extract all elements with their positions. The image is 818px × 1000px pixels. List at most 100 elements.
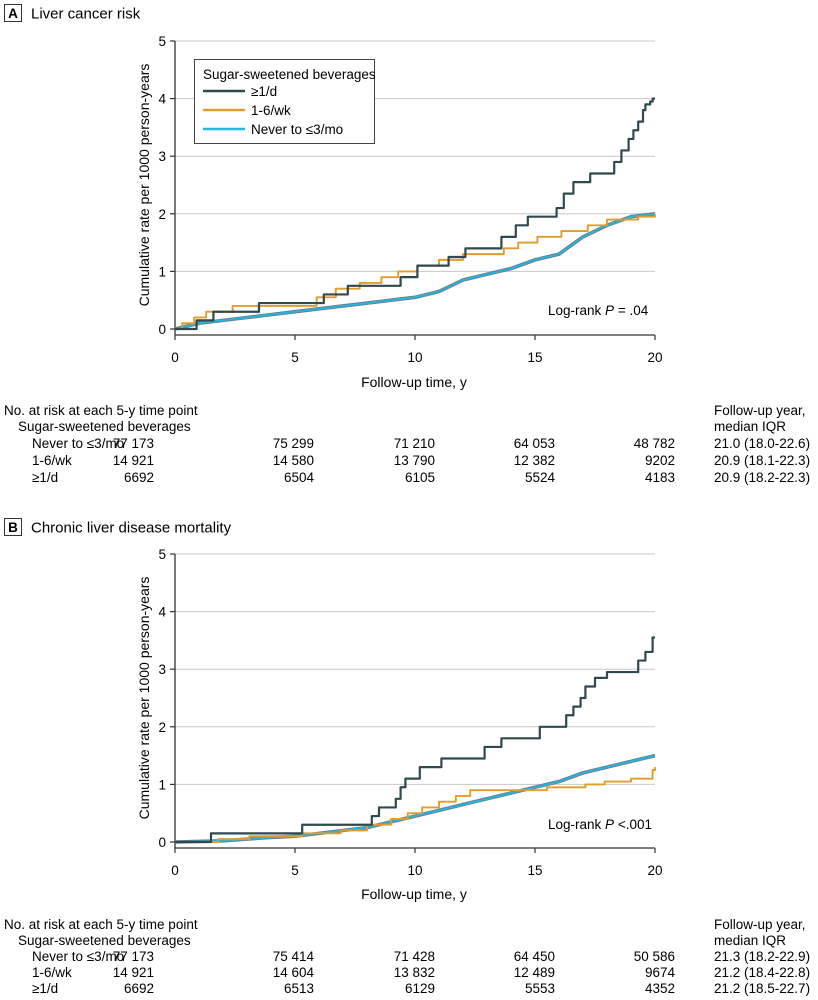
- logrank-prefix: Log-rank: [548, 817, 605, 832]
- risk-cell: 12 489: [514, 965, 555, 980]
- legend-label-never: Never to ≤3/mo: [251, 122, 343, 137]
- risk-cell: 6692: [124, 470, 154, 485]
- risk-followup: 20.9 (18.2-22.3): [714, 470, 810, 485]
- risk-table-b: No. at risk at each 5-y time point Sugar…: [4, 917, 810, 996]
- risk-cell: 71 210: [394, 436, 435, 451]
- logrank-prefix: Log-rank: [548, 303, 605, 318]
- risk-cell: 4352: [645, 981, 675, 996]
- risk-row: 1-6/wk 14 921 14 580 13 790 12 382 9202 …: [32, 453, 810, 468]
- risk-cell: 6129: [405, 981, 435, 996]
- x-tick-label: 15: [527, 863, 542, 878]
- risk-table-b-followup-header: Follow-up year,: [714, 917, 806, 932]
- y-tick-label: 4: [158, 92, 166, 107]
- x-tick-label: 0: [171, 350, 179, 365]
- risk-cell: 48 782: [634, 436, 675, 451]
- series-never-line: [174, 212, 656, 330]
- risk-cell: 6105: [405, 470, 435, 485]
- plot-b-y-axis-label: Cumulative rate per 1000 person-years: [136, 577, 152, 820]
- legend-label-daily: ≥1/d: [251, 84, 277, 99]
- logrank-p: P: [605, 303, 614, 318]
- risk-row: Never to ≤3/mo 77 173 75 414 71 428 64 4…: [32, 949, 810, 964]
- risk-table-a-followup-subheader: median IQR: [714, 419, 786, 434]
- risk-cell: 71 428: [394, 949, 435, 964]
- risk-followup: 21.0 (18.0-22.6): [714, 436, 810, 451]
- risk-cell: 64 450: [514, 949, 555, 964]
- risk-cell: 6504: [284, 470, 315, 485]
- risk-cell: 5553: [525, 981, 555, 996]
- risk-cell: 12 382: [514, 453, 555, 468]
- plot-a-logrank: Log-rank P = .04: [548, 303, 649, 318]
- risk-cell: 4183: [645, 470, 675, 485]
- panel-b: B Chronic liver disease mortality 0 1 2 3 4 5…: [4, 518, 810, 996]
- plot-a-area: 0 1 2 3 4 5 0 5 10 15 20: [158, 34, 662, 365]
- logrank-value: = .04: [614, 303, 649, 318]
- risk-table-b-subheader: Sugar-sweetened beverages: [18, 933, 191, 948]
- risk-cell: 13 832: [394, 965, 435, 980]
- risk-row: 1-6/wk 14 921 14 604 13 832 12 489 9674 …: [32, 965, 810, 980]
- series-never-line: [174, 754, 656, 843]
- legend-label-weekly: 1-6/wk: [251, 103, 291, 118]
- series-daily-line: [175, 636, 655, 844]
- x-tick-label: 20: [647, 863, 662, 878]
- risk-followup: 20.9 (18.1-22.3): [714, 453, 810, 468]
- risk-cell: 50 586: [634, 949, 675, 964]
- plot-a-series: [174, 97, 656, 331]
- panel-a-label-box: [4, 4, 22, 22]
- risk-cell: 77 173: [113, 436, 154, 451]
- y-tick-label: 5: [158, 547, 166, 562]
- risk-cell: 6692: [124, 981, 154, 996]
- plot-b-series: [174, 636, 656, 844]
- risk-row-label: 1-6/wk: [32, 453, 72, 468]
- risk-row-label: ≥1/d: [32, 981, 58, 996]
- risk-cell: 75 414: [273, 949, 315, 964]
- risk-cell: 77 173: [113, 949, 154, 964]
- risk-row-label: Never to ≤3/mo: [32, 436, 124, 451]
- panel-b-title: Chronic liver disease mortality: [31, 520, 232, 537]
- risk-row: Never to ≤3/mo 77 173 75 299 71 210 64 0…: [32, 436, 810, 451]
- y-tick-label: 2: [158, 207, 166, 222]
- risk-cell: 9202: [645, 453, 675, 468]
- panel-b-label-box: [4, 518, 22, 536]
- plot-b-gridlines: [175, 553, 655, 785]
- risk-row-label: Never to ≤3/mo: [32, 949, 124, 964]
- y-tick-label: 1: [158, 264, 166, 279]
- y-tick-label: 4: [158, 605, 166, 620]
- risk-row: ≥1/d 6692 6504 6105 5524 4183 20.9 (18.2…: [32, 470, 810, 485]
- panel-b-label: B: [8, 520, 18, 535]
- risk-table-a-subheader: Sugar-sweetened beverages: [18, 419, 191, 434]
- plot-b-x-axis-label: Follow-up time, y: [361, 886, 467, 902]
- series-daily-line: [175, 97, 655, 331]
- risk-table-b-header: No. at risk at each 5-y time point: [4, 917, 198, 932]
- y-tick-label: 5: [158, 34, 166, 49]
- risk-row: ≥1/d 6692 6513 6129 5553 4352 21.2 (18.5…: [32, 981, 810, 996]
- logrank-value: <.001: [614, 817, 652, 832]
- risk-cell: 14 604: [273, 965, 315, 980]
- risk-row-label: ≥1/d: [32, 470, 58, 485]
- y-tick-label: 1: [158, 777, 166, 792]
- x-tick-label: 10: [407, 863, 422, 878]
- plot-b-axes: 0 1 2 3 4 5 0 5 10 15 20: [158, 547, 662, 878]
- risk-table-b-followup-subheader: median IQR: [714, 933, 786, 948]
- x-tick-label: 5: [291, 350, 299, 365]
- x-tick-label: 20: [647, 350, 662, 365]
- risk-cell: 14 921: [113, 453, 154, 468]
- legend-title: Sugar-sweetened beverages: [203, 67, 376, 82]
- plot-b-area: 0 1 2 3 4 5 0 5 10 15 20: [158, 547, 662, 878]
- x-tick-label: 5: [291, 863, 299, 878]
- risk-cell: 75 299: [273, 436, 314, 451]
- x-tick-label: 0: [171, 863, 179, 878]
- y-tick-label: 0: [158, 322, 166, 337]
- x-tick-label: 15: [527, 350, 542, 365]
- y-tick-label: 3: [158, 149, 166, 164]
- plot-a-y-axis-label: Cumulative rate per 1000 person-years: [136, 64, 152, 307]
- panel-a: A Liver cancer risk 0 1 2 3 4 5 0 5 10 15 20 Cumul…: [4, 4, 810, 485]
- risk-table-a-header: No. at risk at each 5-y time point: [4, 403, 198, 418]
- y-tick-label: 0: [158, 835, 166, 850]
- risk-followup: 21.2 (18.5-22.7): [714, 981, 810, 996]
- plot-b-logrank: Log-rank P <.001: [548, 817, 652, 832]
- risk-row-label: 1-6/wk: [32, 965, 72, 980]
- risk-table-a: No. at risk at each 5-y time point Sugar…: [4, 403, 810, 485]
- panel-a-title: Liver cancer risk: [31, 6, 141, 23]
- logrank-p: P: [605, 817, 614, 832]
